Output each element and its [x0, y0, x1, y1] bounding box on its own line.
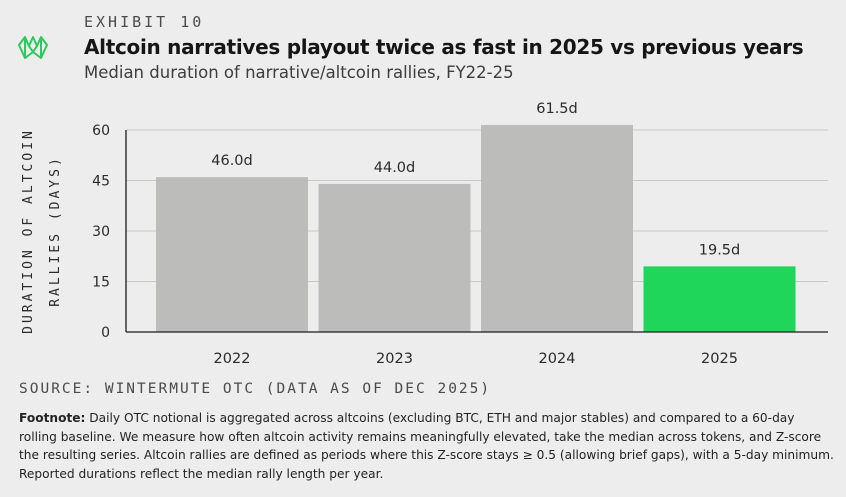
bar	[481, 124, 633, 332]
bar	[643, 266, 796, 332]
y-tick-label: 45	[92, 174, 110, 190]
y-tick-label: 30	[92, 224, 110, 240]
chart-title: Altcoin narratives playout twice as fast…	[84, 35, 804, 59]
data-label: 19.5d	[699, 242, 741, 258]
footnote-label: Footnote:	[19, 411, 86, 425]
source-note: SOURCE: WINTERMUTE OTC (DATA AS OF DEC 2…	[19, 381, 492, 397]
x-tick-label: 2024	[539, 351, 576, 367]
y-tick-label: 0	[101, 325, 110, 341]
y-tick-label: 60	[92, 123, 110, 139]
wintermute-logo-icon	[18, 36, 48, 59]
chart-subtitle: Median duration of narrative/altcoin ral…	[84, 63, 514, 82]
bar	[156, 177, 308, 332]
data-label: 61.5d	[536, 101, 578, 117]
footnote-text: Daily OTC notional is aggregated across …	[19, 411, 834, 481]
data-label: 46.0d	[211, 153, 253, 169]
data-label: 44.0d	[374, 160, 416, 176]
footnote: Footnote: Daily OTC notional is aggregat…	[19, 409, 834, 483]
y-tick-label: 15	[92, 275, 110, 291]
x-tick-label: 2022	[214, 351, 251, 367]
exhibit-label: EXHIBIT 10	[84, 13, 205, 31]
x-tick-label: 2025	[701, 351, 738, 367]
bar	[318, 183, 471, 332]
x-tick-label: 2023	[376, 351, 413, 367]
